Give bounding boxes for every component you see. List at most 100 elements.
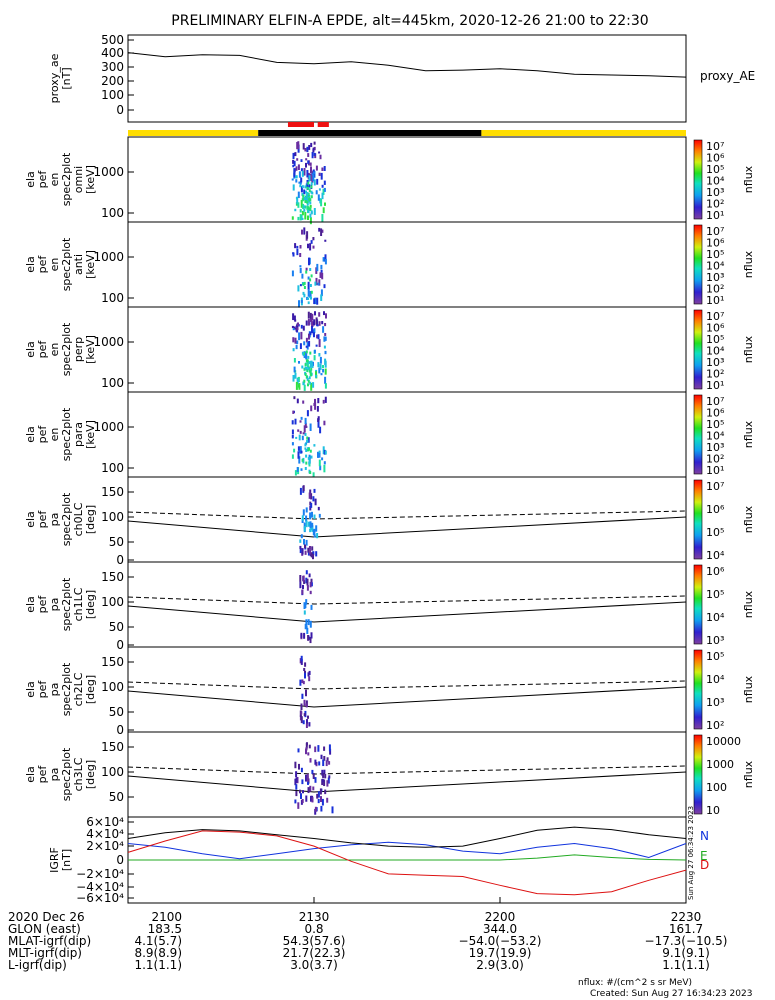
spec-para-core-cell [304,467,307,470]
spec-anti-cell [300,300,303,304]
pa-ch0-cell [310,493,313,500]
pa-ch3-cell [309,785,312,792]
spec-omni-core-cell [308,207,311,211]
spec-omni-ylabel: ela pef en spec2plot omni [keV] [24,152,97,206]
pa-ch0-cell [310,503,313,508]
spec-omni-cell [302,143,305,150]
pa-ch3-cell [300,793,302,799]
pa-ch1-cell [309,581,312,588]
pa-ch3-cell [324,789,327,795]
spec-omni-cell [307,160,310,164]
pa-ch0-cell [311,546,314,551]
spec-anti-colorbar [693,224,703,305]
spec-perp-cell [324,350,327,355]
pa-ch0-colorbar-tick: 10⁵ [706,526,724,539]
spec-anti-cell [319,272,322,278]
spec-para-cell [318,450,321,455]
pa-ch3-cell [294,778,297,786]
spec-omni-cell [292,152,295,160]
spec-anti-core-cell [302,291,305,295]
pa-ch3-cell [315,761,318,767]
pa-ch0-ylabel-line: ch0LC [72,502,85,536]
pa-ch3-cell [298,763,300,770]
spec-perp-cell [308,333,310,340]
spec-anti-cell [324,258,327,265]
pa-ch2-cell [307,715,309,719]
spec-anti-cell [299,267,302,274]
spec-para-cell [322,399,325,404]
spec-perp-core-cell [304,373,307,376]
spec-para-cell [304,422,307,428]
spec-omni-cell [292,159,295,164]
pa-ch1-cell [305,570,308,575]
pa-ch1-cell [301,589,304,595]
spec-omni-core-cell [310,211,313,215]
pa-ch1-ylabel-line: pa [48,598,61,612]
spec-omni-cell [300,168,303,172]
spec-para-cell [299,420,302,423]
pa-ch3-cell [310,795,312,802]
spec-perp-core [301,350,313,387]
pa-ch3-ylabel-line: pa [48,768,61,782]
spec-para-cell [299,430,302,434]
pa-ch3-cell [300,767,303,773]
spec-perp-ylabel-line: ela [24,341,37,358]
spec-anti-core-cell [309,278,312,282]
xaxis-row-value: 0.8 [304,922,323,936]
spec-omni-core [301,181,313,215]
pa-ch1-cell [306,585,309,591]
spec-anti-colorbar-tick: 10³ [706,271,724,284]
spec-omni-core-cell [306,192,309,195]
spec-anti-cell [292,252,295,255]
spec-omni-cell [301,217,304,221]
pa-ch0-ylabel-line: [deg] [84,505,97,534]
pa-ch0-colorbar-tick: 10⁶ [706,503,725,516]
pa-ch1-ytick-label: 100 [101,595,124,609]
spec-perp-cell [316,334,319,339]
pa-ch3-cell [328,744,331,752]
pa-ch1-colorbar-tick: 10⁵ [706,588,724,601]
spec-perp-cell [305,352,308,360]
spec-para-colorbar-tick: 10² [706,453,724,466]
spec-omni-ylabel-line: pef [36,170,49,189]
pa-ch2-cell [308,676,311,682]
spec-omni-cell [293,168,296,176]
spec-omni-colorbar-tick: 10⁴ [706,175,725,188]
spec-omni-colorbar-label-wrap: nflux [742,165,755,193]
spec-omni-core-cell [301,192,304,196]
spec-perp-core-cell [309,381,312,385]
spec-para-cell [298,456,301,464]
spec-anti-cell [320,289,323,297]
pa-ch3-cell [317,745,320,752]
spec-omni-core-cell [303,205,306,209]
pa-ch3-cell [325,760,328,767]
pa-ch2-cell [304,672,306,679]
spec-para-colorbar-tick: 10⁶ [706,407,725,420]
spec-perp-cell [319,363,322,370]
spec-perp-cell [318,353,321,357]
pa-ch3-cell [316,793,319,799]
spec-perp-cell [305,345,308,348]
spec-para-cell [316,406,319,412]
spec-para-cell [299,446,302,454]
spec-anti-ylabel-line: anti [72,254,85,275]
spec-omni-cell [300,159,303,162]
spec-perp-colorbar-tick: 10⁷ [706,310,724,323]
spec-para-spectrogram-cells [291,396,327,477]
pa-ch3-cell [314,777,317,783]
pa-ch2-colorbar-tick: 10⁴ [706,673,725,686]
spec-para-colorbar-label: nflux [742,420,755,448]
spec-perp-ytick-label: 1000 [93,335,124,349]
spec-perp-cell [320,373,323,376]
pa-ch1-cell [305,619,308,626]
spec-anti-colorbar-tick: 10⁵ [706,248,724,261]
spec-para-cell [323,420,326,426]
spec-omni-colorbar-tick: 10³ [706,186,724,199]
spec-omni-cell [303,189,306,195]
spec-perp-cell [314,311,316,316]
pa-ch0-cell [309,549,312,555]
pa-ch2-frame [127,646,687,733]
spec-perp-cell [324,383,327,389]
xaxis-row-value: 1.1(1.1) [662,958,710,972]
spec-anti-core-cell [310,296,312,300]
